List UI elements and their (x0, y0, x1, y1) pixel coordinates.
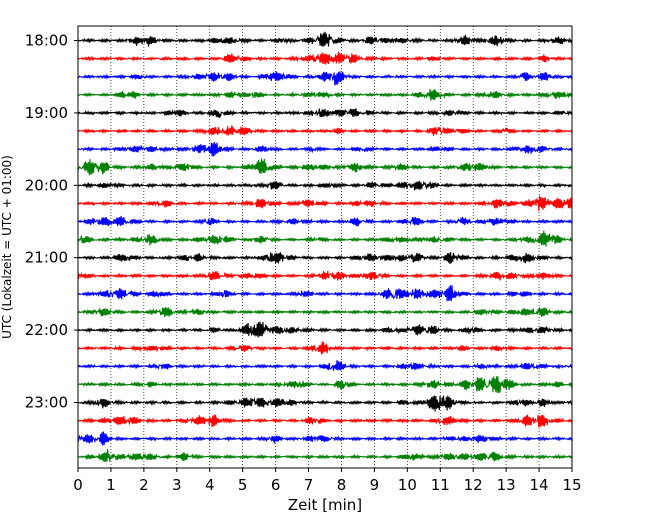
trace-line (77, 360, 573, 371)
x-axis: 0 1 2 3 4 5 6 7 8 9 10 11 12 13 14 15 (73, 468, 582, 494)
x-tick-label: 0 (73, 476, 83, 494)
y-axis: 18:00 19:00 20:00 21:00 22:00 23:00 (25, 32, 78, 412)
trace-line (77, 88, 573, 101)
trace-line (77, 215, 573, 227)
trace-line (77, 341, 573, 355)
y-tick-label: 22:00 (25, 321, 68, 339)
trace-line (77, 321, 573, 338)
trace-line (77, 51, 573, 65)
trace-line (77, 31, 573, 47)
trace-line (77, 395, 573, 412)
y-axis-title: UTC (Lokalzeit = UTC + 01:00) (0, 155, 14, 339)
trace-line (77, 158, 573, 176)
trace-line (77, 71, 573, 86)
plot-frame (77, 25, 573, 469)
x-axis-title: Zeit [min] (288, 496, 362, 514)
trace-line (77, 270, 573, 281)
y-tick-label: 20:00 (25, 176, 68, 194)
x-tick-label: 4 (205, 476, 215, 494)
y-tick-label: 19:00 (25, 104, 68, 122)
x-tick-label: 8 (337, 476, 347, 494)
y-tick-label: 21:00 (25, 249, 68, 267)
x-tick-label: 2 (139, 476, 149, 494)
traces (77, 31, 573, 463)
trace-line (77, 125, 573, 136)
trace-line (77, 195, 573, 212)
trace-line (77, 180, 573, 191)
trace-line (77, 431, 573, 446)
trace-line (77, 285, 573, 302)
trace-line (77, 141, 573, 157)
x-tick-label: 10 (398, 476, 417, 494)
trace-line (77, 376, 573, 394)
trace-line (77, 306, 573, 318)
trace-line (77, 108, 573, 118)
x-tick-label: 6 (271, 476, 281, 494)
trace-line (77, 230, 573, 247)
x-tick-label: 15 (562, 476, 581, 494)
trace-line (77, 414, 573, 428)
x-tick-label: 11 (431, 476, 450, 494)
y-tick-label: 18:00 (25, 32, 68, 50)
trace-line (77, 449, 573, 463)
x-tick-label: 1 (106, 476, 116, 494)
x-tick-label: 3 (172, 476, 182, 494)
y-tick-label: 23:00 (25, 394, 68, 412)
trace-line (77, 252, 573, 265)
x-tick-label: 14 (530, 476, 549, 494)
x-tick-label: 7 (304, 476, 314, 494)
x-tick-label: 13 (497, 476, 516, 494)
x-tick-label: 9 (370, 476, 380, 494)
x-tick-label: 5 (238, 476, 248, 494)
x-tick-label: 12 (464, 476, 483, 494)
plot-area (78, 26, 572, 468)
